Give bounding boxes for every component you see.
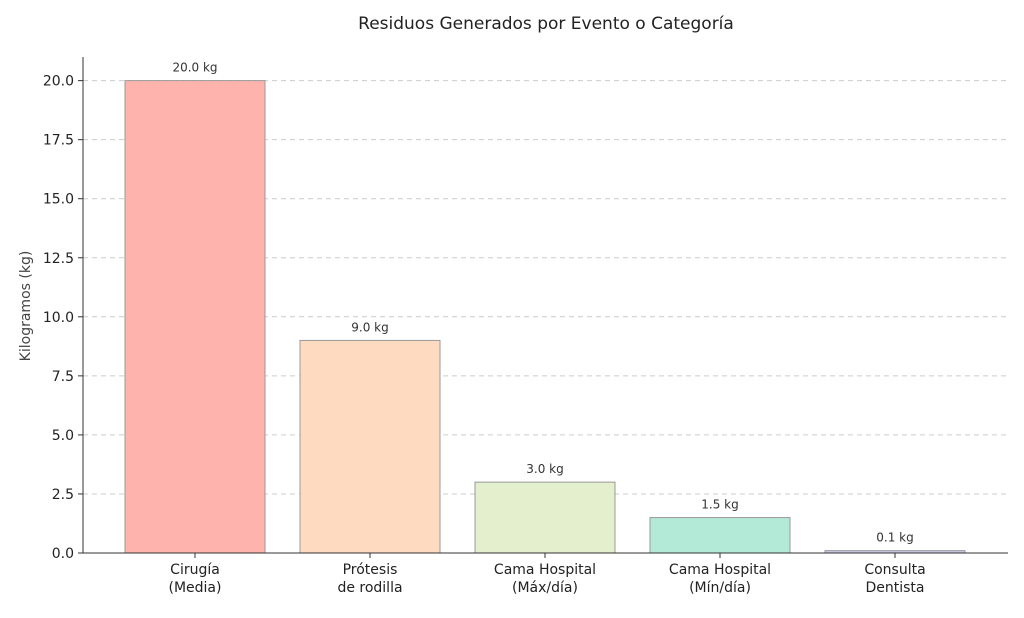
x-tick-label: Cirugía: [170, 562, 220, 578]
x-tick-label: (Media): [169, 580, 222, 596]
x-tick-label: Prótesis: [343, 562, 398, 578]
data-label: 3.0 kg: [526, 462, 563, 476]
bar: [124, 80, 266, 554]
x-tick-label: Cama Hospital: [494, 562, 596, 578]
y-tick-label: 12.5: [43, 251, 74, 267]
y-tick-label: 2.5: [52, 487, 74, 503]
bar: [299, 339, 441, 554]
x-tick-label: Consulta: [864, 562, 925, 578]
y-tick-label: 10.0: [43, 310, 74, 326]
x-tick-label: Cama Hospital: [669, 562, 771, 578]
y-tick-label: 5.0: [52, 428, 74, 444]
data-label: 9.0 kg: [351, 320, 388, 334]
data-label: 20.0 kg: [172, 61, 217, 75]
bar: [474, 481, 616, 554]
bar: [649, 517, 791, 554]
y-tick-label: 20.0: [43, 74, 74, 90]
x-tick-label: (Máx/día): [512, 580, 578, 596]
y-axis-label: Kilogramos (kg): [18, 251, 34, 362]
y-tick-label: 17.5: [43, 133, 74, 149]
x-tick-label: de rodilla: [337, 580, 402, 596]
y-tick-label: 0.0: [52, 546, 74, 562]
x-tick-label: (Mín/día): [689, 580, 751, 596]
y-tick-label: 15.0: [43, 192, 74, 208]
chart-title: Residuos Generados por Evento o Categorí…: [358, 14, 734, 34]
data-label: 1.5 kg: [701, 498, 738, 512]
y-tick-label: 7.5: [52, 369, 74, 385]
x-tick-label: Dentista: [865, 580, 924, 596]
data-label: 0.1 kg: [876, 531, 913, 545]
